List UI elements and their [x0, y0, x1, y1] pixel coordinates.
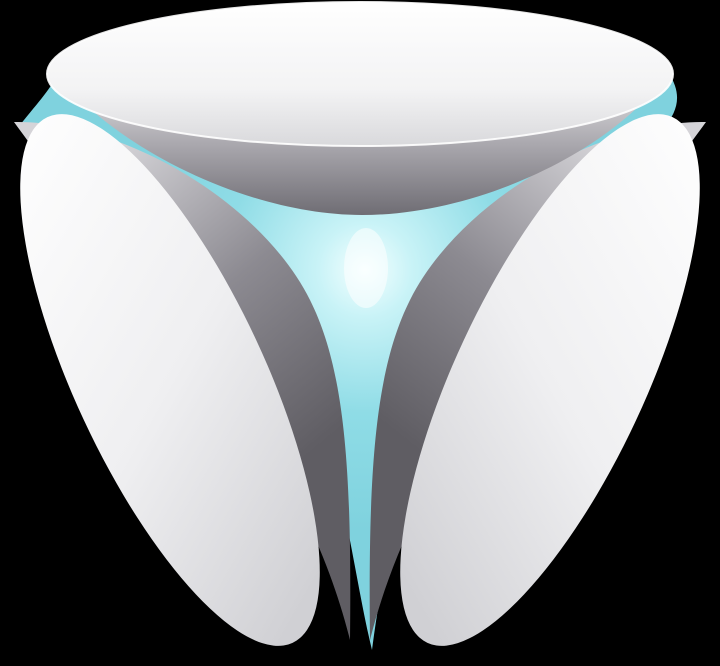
- top-petal-rim: [46, 1, 674, 147]
- top-petal-face: [47, 2, 673, 146]
- right-petal-face: [400, 114, 700, 646]
- left-petal-face: [20, 114, 320, 646]
- center-glint: [344, 228, 388, 308]
- left-petal-inner: [14, 121, 351, 640]
- right-petal-inner: [369, 121, 706, 640]
